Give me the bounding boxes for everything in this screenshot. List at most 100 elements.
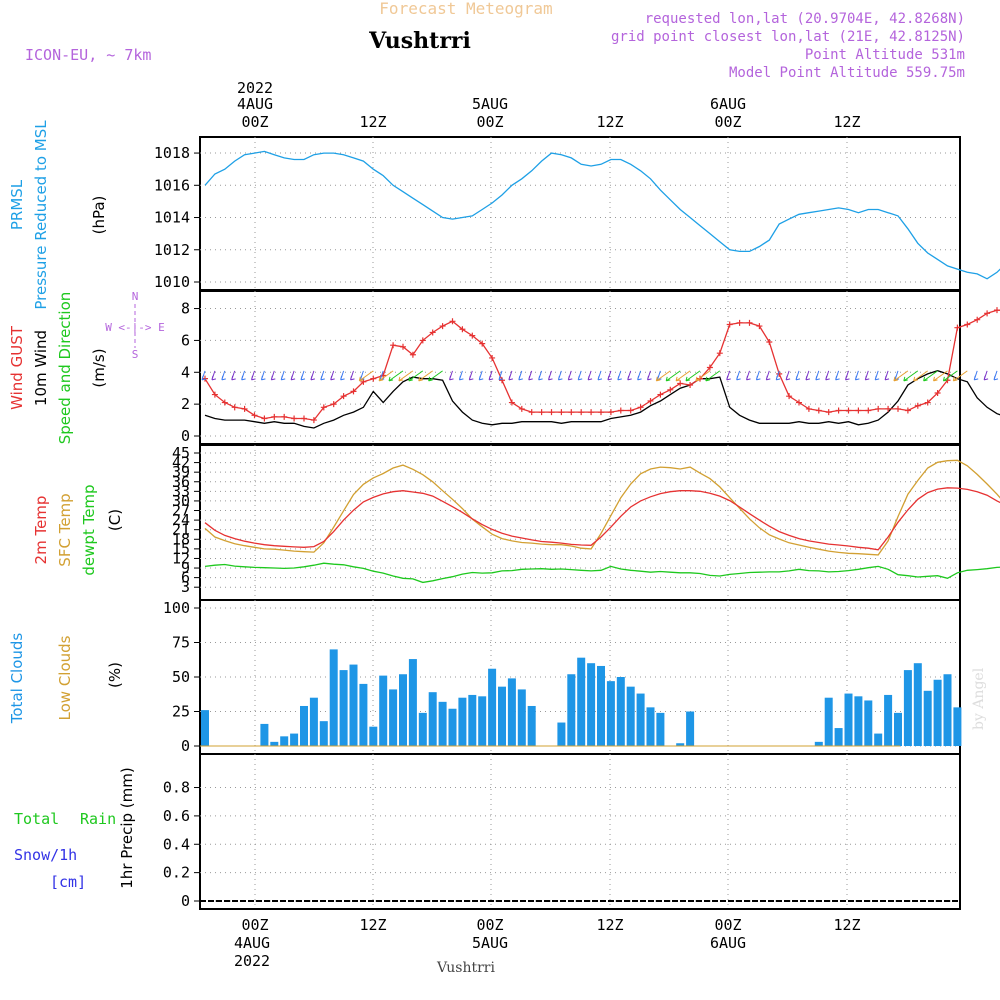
- cloud-bar-49: [686, 711, 695, 746]
- wind-gust-series-marker-30: [499, 377, 505, 384]
- wind-gust-series-marker-70: [895, 405, 901, 412]
- wind-gust-series-marker-44: [637, 404, 644, 411]
- wind-gust-series-marker-3: [231, 404, 238, 411]
- wind-arrow-25: [449, 370, 454, 381]
- cloud-bar-75: [943, 674, 952, 746]
- wind-gust-series-marker-1: [211, 391, 218, 398]
- wind-arrow-78: [973, 370, 979, 381]
- wind-gust-series-marker-14: [340, 393, 347, 400]
- clouds-total-label: Total Clouds: [8, 633, 26, 725]
- wind-arrow-31: [508, 370, 514, 381]
- temp-sfc-series: [204, 459, 1000, 556]
- temp-tick-label-1: 6: [181, 569, 190, 587]
- wind-arrow-67: [864, 370, 870, 381]
- wind-arrow-48: [665, 370, 681, 382]
- wind-arrow-37: [567, 370, 573, 381]
- cloud-bar-68: [874, 733, 883, 746]
- point-altitude: Point Altitude 531m: [805, 47, 965, 63]
- wind-arrow-29: [488, 370, 494, 381]
- cloud-bar-19: [389, 689, 398, 746]
- precip-tick-label-1: 0.2: [163, 864, 190, 882]
- wind-arrow-11: [310, 370, 316, 381]
- cloud-bar-65: [844, 693, 853, 746]
- top-day-label-2: 5AUG: [472, 95, 508, 113]
- wind-gust-series-marker-80: [994, 307, 1000, 314]
- wind-arrow-79: [983, 370, 989, 381]
- temp-dew-label: dewpt Temp: [80, 484, 98, 575]
- wind-arrow-4: [241, 370, 246, 381]
- wind-gust-series-marker-57: [766, 339, 773, 346]
- wind-gust-series-marker-35: [548, 409, 555, 416]
- temp-2m-series: [204, 487, 1000, 551]
- wind-arrow-75: [933, 370, 948, 382]
- temp-frame: [199, 444, 961, 601]
- wind-arrow-3: [231, 370, 236, 381]
- wind-gust-series-marker-69: [885, 405, 892, 412]
- wind-gust-series-marker-8: [281, 413, 288, 420]
- cloud-bar-67: [864, 700, 873, 746]
- wind-arrow-72: [903, 370, 919, 382]
- wind-gust-series-marker-67: [865, 407, 872, 414]
- wind-arrow-58: [775, 370, 781, 381]
- wind-gust-series-marker-60: [796, 399, 802, 406]
- wind-arrow-69: [884, 370, 890, 381]
- wind-arrow-74: [923, 370, 938, 382]
- wind-arrow-62: [815, 370, 820, 381]
- wind-gust-series-marker-13: [330, 401, 337, 408]
- pressure-label-1: PRMSL: [8, 179, 26, 230]
- wind-arrow-47: [655, 370, 671, 382]
- wind-gust-series-marker-11: [310, 417, 317, 424]
- wind-gust-series-marker-22: [419, 337, 426, 344]
- cloud-bar-48: [676, 743, 685, 746]
- wind-arrow-8: [280, 370, 286, 381]
- cloud-bar-70: [894, 712, 902, 746]
- temp-sfc-label: SFC Temp: [56, 493, 74, 566]
- product-title: Forecast Meteogram: [379, 0, 552, 18]
- top-hour-label-6: 12Z: [833, 113, 860, 131]
- cloud-bar-7: [270, 741, 279, 746]
- cloud-bar-42: [616, 677, 625, 746]
- bottom-hour-label-3: 00Z: [476, 916, 503, 934]
- wind-arrow-61: [805, 370, 811, 381]
- wind-arrow-45: [647, 370, 652, 381]
- clouds-tick-label-0: 0: [181, 737, 190, 755]
- cloud-bar-41: [606, 681, 615, 746]
- wind-arrow-51: [695, 370, 711, 382]
- cloud-bar-9: [290, 733, 299, 746]
- cloud-bar-31: [507, 678, 516, 746]
- wind-gust-series-marker-63: [825, 409, 832, 416]
- clouds-tick-label-3: 75: [172, 634, 190, 652]
- wind-arrow-60: [795, 370, 801, 381]
- wind-arrow-36: [557, 370, 563, 381]
- cloud-bar-28: [478, 696, 487, 746]
- cloud-bar-8: [280, 736, 289, 746]
- wind-gust-series-marker-68: [875, 405, 882, 412]
- wind-gust-series-marker-45: [647, 397, 654, 404]
- wind-gust-series-marker-6: [261, 415, 268, 422]
- requested-coords: requested lon,lat (20.9704E, 42.8268N): [645, 11, 965, 27]
- wind-arrow-5: [251, 370, 256, 381]
- wind-gust-series-marker-17: [370, 375, 377, 382]
- cloud-bar-17: [369, 726, 378, 746]
- wind-gust-series-marker-46: [657, 391, 664, 398]
- wind-arrow-54: [736, 370, 741, 381]
- clouds-unit: (%): [106, 662, 124, 688]
- wind-gust-series-marker-55: [746, 319, 753, 326]
- bottom-hour-label-2: 12Z: [359, 916, 386, 934]
- gridpoint-coords: grid point closest lon,lat (21E, 42.8125…: [611, 29, 965, 45]
- wind-arrow-12: [320, 370, 325, 381]
- wind-gust-series-marker-26: [459, 326, 466, 333]
- wind-arrow-44: [637, 370, 642, 381]
- wind-arrow-53: [726, 370, 731, 381]
- wind-compass-n: N: [132, 290, 139, 303]
- temp-unit: (C): [106, 509, 124, 531]
- wind-gust-series-marker-66: [855, 407, 862, 414]
- cloud-bar-14: [339, 670, 348, 746]
- pressure-tick-label-2: 1014: [154, 209, 190, 227]
- wind-gust-series-marker-36: [558, 409, 565, 416]
- bottom-hour-label-1: 00Z: [241, 916, 268, 934]
- wind-arrow-10: [300, 370, 306, 381]
- top-hour-label-1: 00Z: [241, 113, 268, 131]
- wind-arrow-43: [627, 370, 632, 381]
- temp-tick-label-9: 30: [172, 492, 190, 510]
